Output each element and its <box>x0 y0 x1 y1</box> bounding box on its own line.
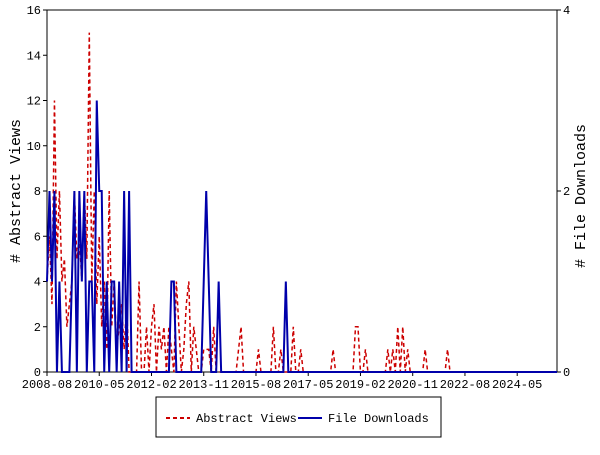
y2-tick-label: 2 <box>563 185 570 199</box>
y-tick-label: 0 <box>34 366 41 380</box>
x-tick-label: 2010-05 <box>74 378 124 392</box>
x-tick-label: 2012-02 <box>126 378 176 392</box>
legend-label: File Downloads <box>328 412 429 426</box>
y-tick-label: 14 <box>27 49 41 63</box>
legend-label: Abstract Views <box>196 412 297 426</box>
y-axis-label: # Abstract Views <box>8 119 25 263</box>
y-tick-label: 8 <box>34 185 41 199</box>
x-tick-label: 2022-08 <box>440 378 490 392</box>
y-tick-label: 4 <box>34 276 41 290</box>
y-tick-label: 6 <box>34 230 41 244</box>
y-tick-label: 10 <box>27 140 41 154</box>
y-tick-label: 16 <box>27 4 41 18</box>
y-tick-label: 2 <box>34 321 41 335</box>
legend-box <box>155 396 442 438</box>
x-tick-label: 2015-08 <box>231 378 281 392</box>
y2-axis-label: # File Downloads <box>573 124 590 268</box>
x-tick-label: 2017-05 <box>283 378 333 392</box>
y2-tick-label: 0 <box>563 366 570 380</box>
x-tick-label: 2013-11 <box>179 378 229 392</box>
x-tick-label: 2008-08 <box>22 378 72 392</box>
y2-tick-label: 4 <box>563 4 570 18</box>
x-tick-label: 2019-02 <box>335 378 385 392</box>
x-tick-label: 2024-05 <box>492 378 542 392</box>
series-line <box>46 100 557 373</box>
x-tick-label: 2020-11 <box>387 378 437 392</box>
y-tick-label: 12 <box>27 95 41 109</box>
